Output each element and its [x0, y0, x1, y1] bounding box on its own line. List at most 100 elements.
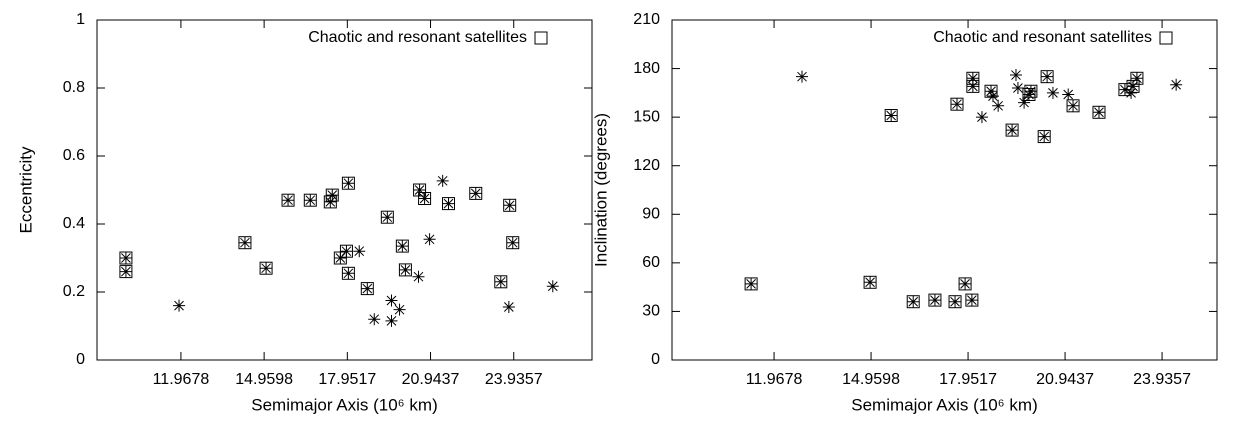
point: [948, 295, 962, 309]
point: [1126, 79, 1140, 93]
series: [745, 69, 1183, 308]
y-axis-label: Inclination (degrees): [591, 113, 610, 267]
point: [469, 187, 482, 200]
point: [863, 275, 877, 289]
point: [506, 236, 520, 250]
point: [959, 277, 972, 290]
point: [950, 98, 963, 111]
point: [368, 313, 381, 326]
plot: 0 30 60 90 120 150 180 210 11.9678 14.9598 17.9517…: [591, 11, 1218, 414]
point: [1130, 71, 1144, 85]
point: [966, 72, 979, 85]
legend-label: Chaotic and resonant satellites: [308, 29, 527, 46]
point: [342, 267, 355, 280]
point: [1118, 83, 1132, 97]
point: [1092, 105, 1106, 119]
point: [1130, 72, 1143, 85]
point: [965, 293, 979, 307]
point: [1046, 86, 1059, 99]
point: [1022, 88, 1035, 101]
point: [744, 277, 758, 291]
point: [975, 111, 988, 124]
legend-marker: [534, 31, 548, 45]
x-tick-label: 20.9437: [402, 371, 460, 388]
point: [494, 275, 508, 289]
y-tick-label: 0.8: [63, 79, 85, 96]
point: [796, 70, 809, 83]
y-tick-label: 180: [633, 60, 660, 77]
point: [986, 90, 999, 103]
y-tick-label: 120: [633, 157, 660, 174]
point: [119, 265, 133, 279]
x-axis-label: Semimajor Axis (10⁶ km): [851, 395, 1037, 414]
plot-frame: [671, 19, 1218, 361]
x-tick-label: 14.9598: [235, 371, 293, 388]
x-axis-label: Semimajor Axis (10⁶ km): [251, 395, 437, 414]
point: [503, 199, 516, 212]
point: [395, 239, 409, 253]
y-tick-label: 30: [642, 303, 660, 320]
point: [1011, 82, 1024, 94]
point: [966, 71, 980, 85]
point: [494, 275, 507, 288]
point: [442, 197, 456, 211]
x-tick-label: 17.9517: [318, 371, 376, 388]
point: [304, 194, 317, 207]
series: [744, 70, 1144, 309]
point: [324, 195, 337, 208]
point: [1118, 83, 1131, 96]
point: [442, 197, 455, 210]
point: [984, 84, 998, 98]
y-axis-label: Eccentricity: [16, 146, 35, 233]
y-tick-label: 150: [633, 108, 660, 125]
y-tick-label: 210: [633, 11, 660, 28]
point: [950, 97, 964, 111]
x-tick-label: 20.9437: [1036, 371, 1094, 388]
point: [380, 210, 394, 224]
point: [360, 282, 374, 296]
point: [323, 195, 337, 209]
x-tick-label: 23.9357: [485, 371, 543, 388]
point: [885, 109, 898, 122]
y-tick-label: 0.4: [63, 215, 85, 232]
point: [958, 277, 972, 291]
point: [1041, 70, 1054, 83]
point: [745, 277, 758, 290]
point: [966, 80, 979, 93]
point: [340, 245, 353, 258]
y-tick-label: 60: [642, 254, 660, 271]
point: [469, 186, 483, 200]
x-tick-label: 23.9357: [1133, 371, 1191, 388]
x-tick-label: 17.9517: [939, 371, 997, 388]
point: [1067, 99, 1080, 112]
point: [907, 295, 920, 308]
point: [119, 252, 132, 264]
point: [393, 303, 406, 316]
point: [965, 294, 978, 307]
y-tick-label: 0: [76, 351, 85, 368]
point: [342, 177, 355, 190]
point: [985, 85, 998, 98]
point: [884, 109, 898, 123]
plot-frame: [96, 19, 593, 361]
y-tick-label: 0: [651, 351, 660, 368]
point: [1022, 87, 1036, 101]
point: [1040, 70, 1054, 84]
point: [1024, 85, 1037, 98]
point: [281, 193, 295, 207]
point: [1005, 123, 1019, 137]
point: [928, 293, 942, 307]
point: [1062, 88, 1075, 101]
point: [361, 282, 374, 295]
point: [906, 295, 920, 309]
point: [1038, 130, 1051, 143]
x-tick-label: 14.9598: [842, 371, 900, 388]
point: [423, 233, 436, 246]
point: [1037, 130, 1051, 144]
point: [396, 240, 409, 253]
point: [353, 245, 366, 258]
point: [385, 314, 398, 327]
point: [119, 251, 133, 265]
y-tick-label: 1: [76, 11, 85, 28]
point: [1066, 99, 1080, 113]
